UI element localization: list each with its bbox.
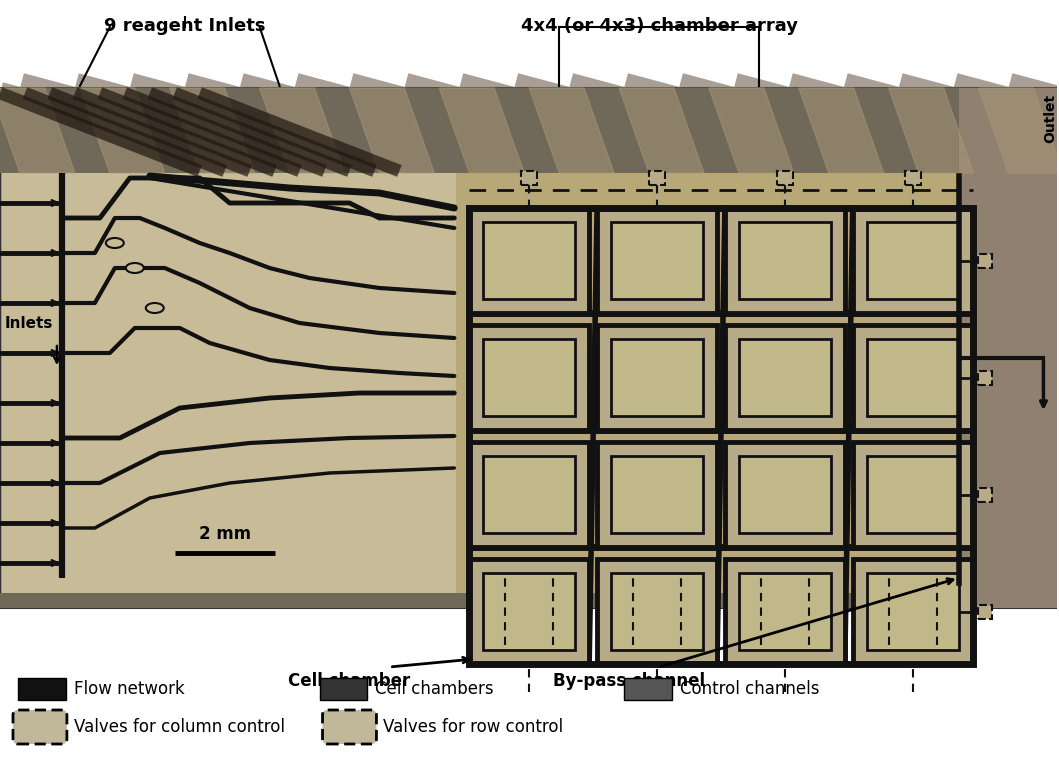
Bar <box>597 559 717 664</box>
Bar <box>611 456 703 533</box>
Bar <box>866 222 958 299</box>
Text: Flow network: Flow network <box>74 680 184 698</box>
Bar <box>739 339 830 416</box>
Bar <box>2 90 456 606</box>
Bar <box>483 222 575 299</box>
Text: 9 reagent Inlets: 9 reagent Inlets <box>104 17 266 35</box>
Bar <box>469 208 972 664</box>
Ellipse shape <box>146 303 164 313</box>
Polygon shape <box>530 88 614 173</box>
Bar <box>977 371 991 385</box>
Text: 4x4 (or 4x3) chamber array: 4x4 (or 4x3) chamber array <box>521 17 797 35</box>
Text: 2 mm: 2 mm <box>199 525 251 543</box>
FancyBboxPatch shape <box>323 710 376 744</box>
Text: Cell chambers: Cell chambers <box>376 680 495 698</box>
Bar <box>469 208 589 313</box>
Bar <box>725 208 845 313</box>
Polygon shape <box>798 88 883 173</box>
Polygon shape <box>620 88 704 173</box>
Bar <box>725 325 845 430</box>
Bar <box>852 442 972 547</box>
Bar <box>739 573 830 650</box>
Bar <box>0 88 1058 173</box>
Bar <box>958 88 1058 608</box>
Text: Inlets: Inlets <box>5 316 53 331</box>
Bar <box>739 222 830 299</box>
Bar <box>611 222 703 299</box>
Polygon shape <box>0 88 75 173</box>
Polygon shape <box>259 88 344 173</box>
Bar <box>977 488 991 502</box>
Text: Valves for row control: Valves for row control <box>383 718 563 736</box>
Bar <box>725 442 845 547</box>
Text: By-pass channel: By-pass channel <box>553 672 705 690</box>
Bar <box>0 88 1058 608</box>
Bar <box>977 605 991 619</box>
Bar <box>904 171 920 185</box>
Bar <box>777 171 793 185</box>
Polygon shape <box>169 88 254 173</box>
Bar <box>977 254 991 268</box>
FancyBboxPatch shape <box>13 710 67 744</box>
Bar <box>866 339 958 416</box>
Bar <box>521 171 537 185</box>
Bar <box>597 325 717 430</box>
Bar <box>611 339 703 416</box>
Text: Valves for column control: Valves for column control <box>74 718 285 736</box>
Text: Outlet: Outlet <box>1043 93 1058 142</box>
Bar <box>0 593 1058 608</box>
Bar <box>469 442 589 547</box>
Bar <box>852 559 972 664</box>
Bar <box>597 208 717 313</box>
Bar <box>456 90 1056 606</box>
Bar <box>852 325 972 430</box>
Bar <box>483 456 575 533</box>
Polygon shape <box>439 88 524 173</box>
Polygon shape <box>349 88 434 173</box>
Bar <box>483 339 575 416</box>
Polygon shape <box>979 88 1059 173</box>
Bar <box>624 678 672 700</box>
Bar <box>611 573 703 650</box>
Polygon shape <box>889 88 973 173</box>
Bar <box>866 573 958 650</box>
Bar <box>469 325 589 430</box>
Bar <box>320 678 367 700</box>
Text: Control channels: Control channels <box>680 680 820 698</box>
Bar <box>469 559 589 664</box>
Polygon shape <box>708 88 794 173</box>
Bar <box>597 442 717 547</box>
Bar <box>866 456 958 533</box>
Bar <box>483 573 575 650</box>
Bar <box>725 559 845 664</box>
Ellipse shape <box>106 238 124 248</box>
Bar <box>18 678 66 700</box>
Polygon shape <box>79 88 165 173</box>
Bar <box>739 456 830 533</box>
Text: Cell chamber: Cell chamber <box>288 672 411 690</box>
Bar <box>852 208 972 313</box>
Ellipse shape <box>126 263 144 273</box>
Bar <box>649 171 665 185</box>
